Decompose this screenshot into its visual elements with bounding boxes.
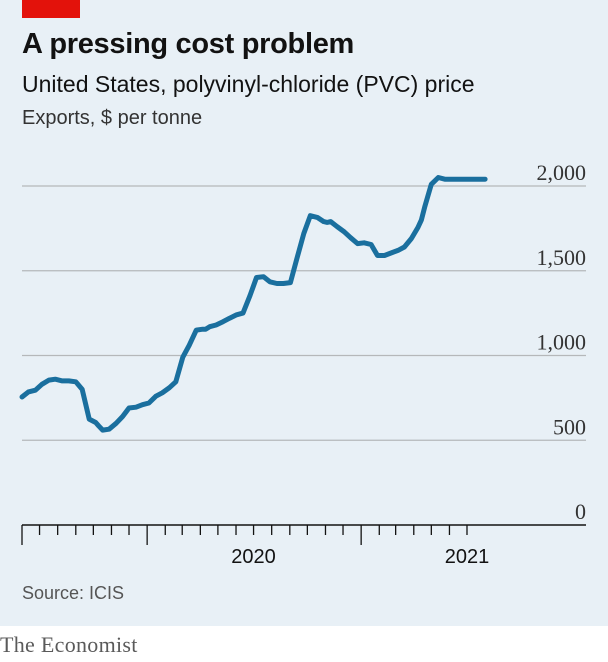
y-tick-labels: 0 500 1,000 1,500 2,000 xyxy=(537,160,587,524)
chart-card xyxy=(0,0,608,626)
y-tick-label-0: 0 xyxy=(575,499,586,524)
series-layer xyxy=(19,175,488,433)
chart-subtitle: United States, polyvinyl-chloride (PVC) … xyxy=(22,71,475,97)
y-tick-label-1500: 1,500 xyxy=(537,245,587,270)
line-chart: 0 500 1,000 1,500 2,000 2020 2021 xyxy=(19,160,587,568)
x-tick-label-2021: 2021 xyxy=(445,546,490,568)
chart-unit-label: Exports, $ per tonne xyxy=(22,107,203,129)
x-tick-label-2020: 2020 xyxy=(231,546,276,568)
grid-lines xyxy=(22,185,586,441)
chart-title: A pressing cost problem xyxy=(22,28,355,60)
y-tick-label-2000: 2,000 xyxy=(537,160,587,185)
y-tick-label-500: 500 xyxy=(553,414,586,439)
y-tick-label-1000: 1,000 xyxy=(537,330,587,355)
source-note: Source: ICIS xyxy=(22,583,125,603)
series-line-0 xyxy=(19,175,488,433)
x-axis: 2020 2021 xyxy=(21,524,586,568)
publisher-logo: The Economist xyxy=(0,632,138,657)
red-tag xyxy=(22,0,80,18)
